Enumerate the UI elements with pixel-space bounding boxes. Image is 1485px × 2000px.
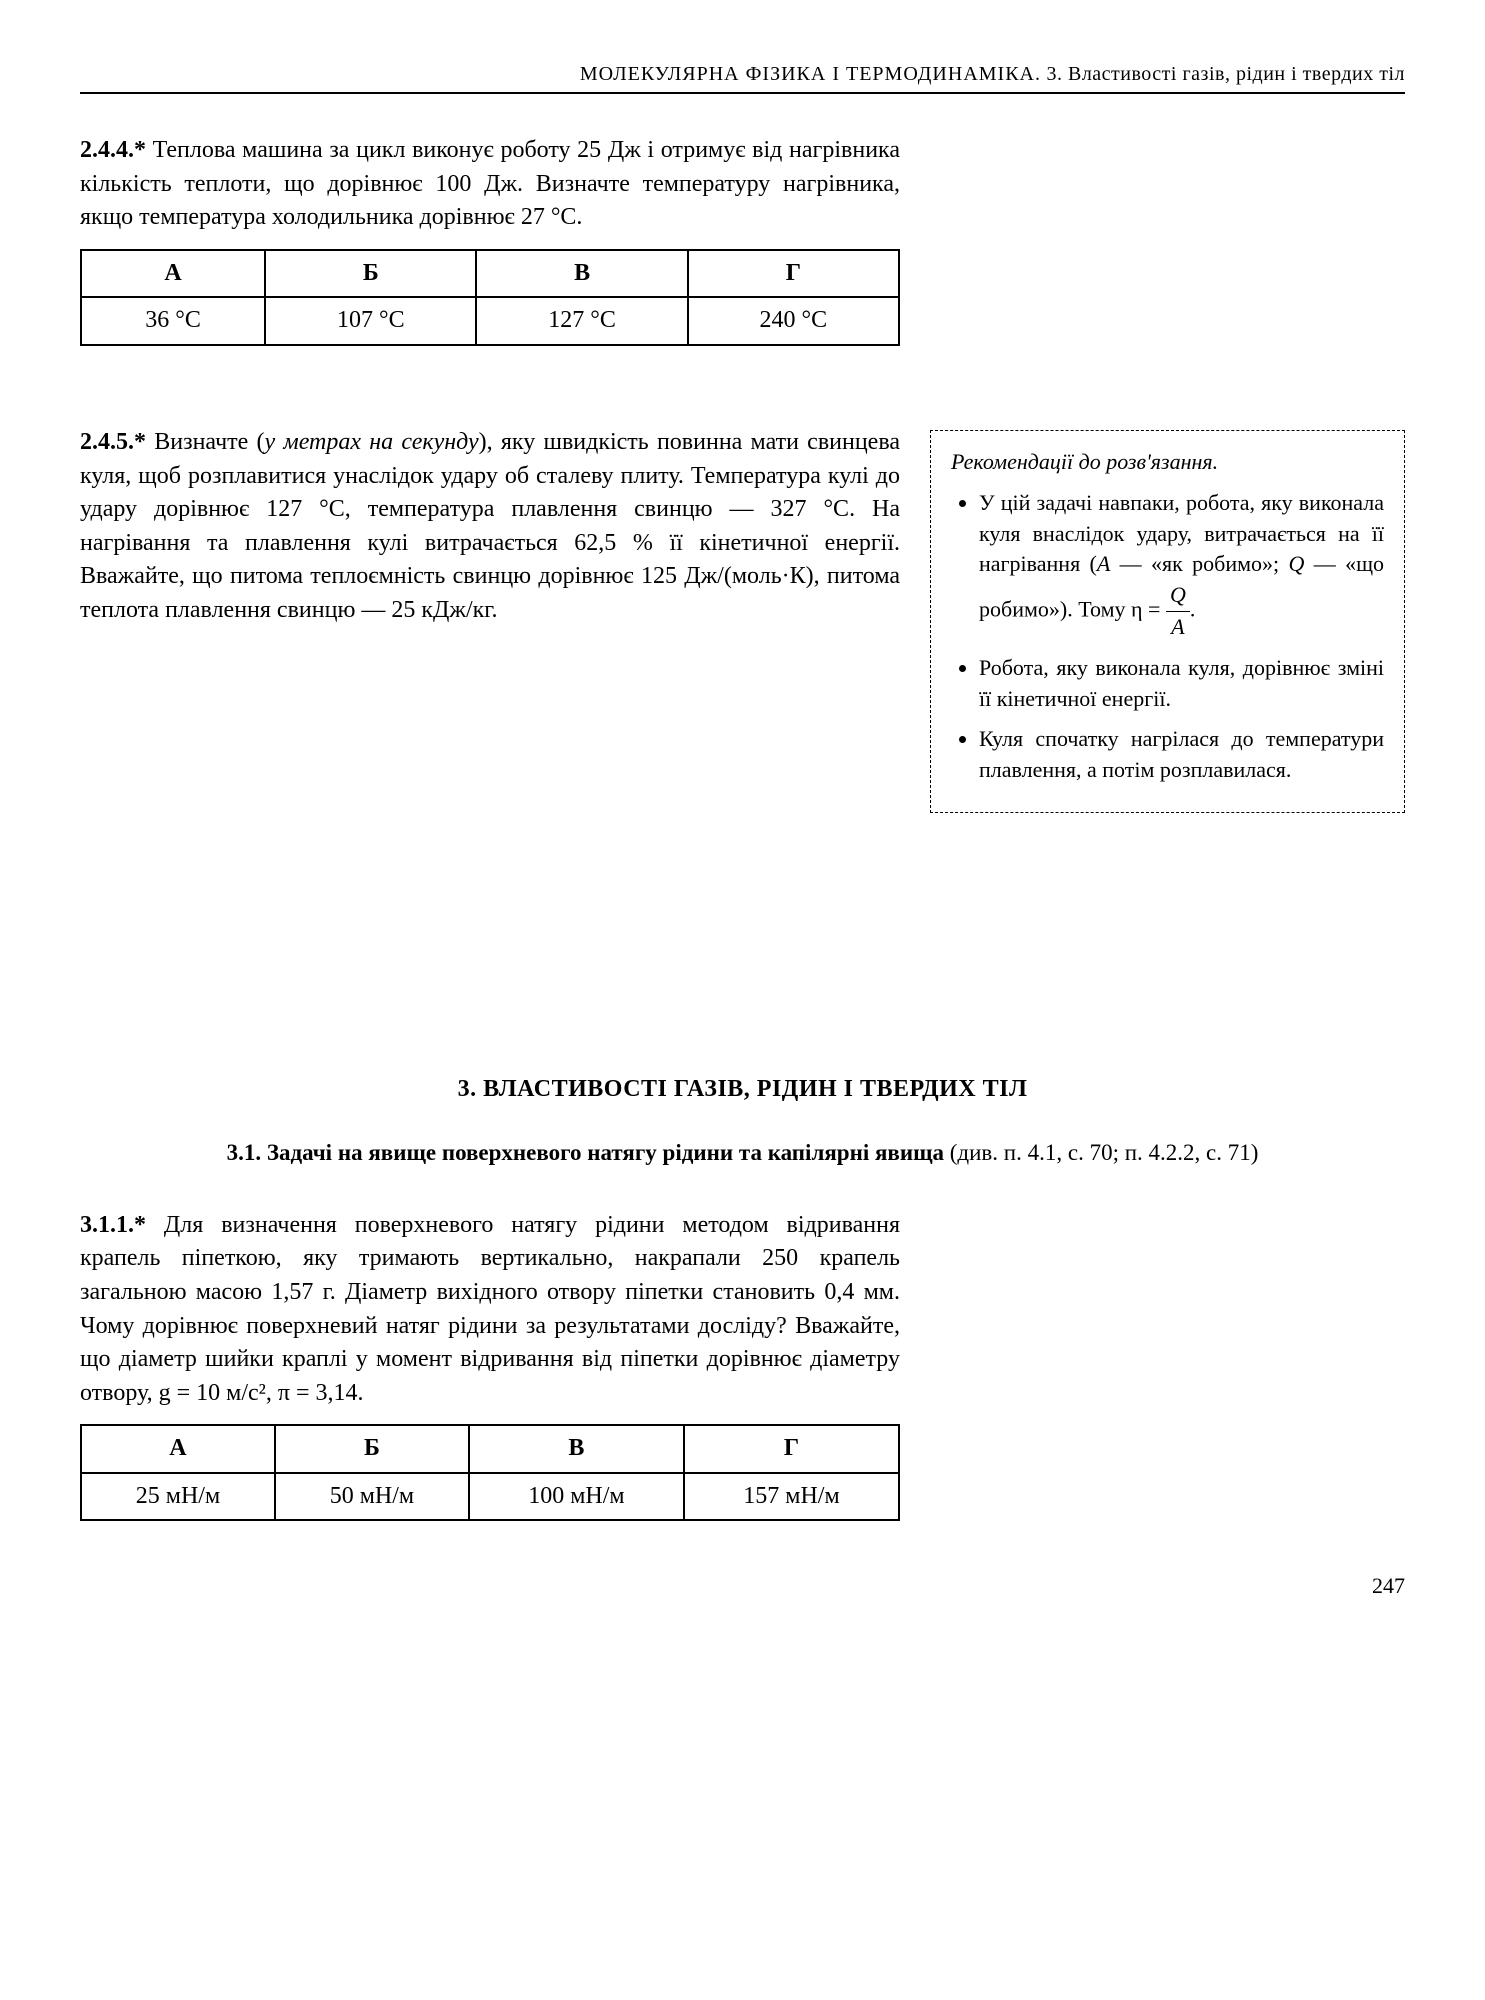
hint-item-2: Робота, яку виконала куля, дорівнює змін…: [979, 653, 1384, 715]
option-value: 50 мН/м: [275, 1473, 469, 1521]
problem-body: Для визначення поверхневого натягу рідин…: [80, 1212, 900, 1406]
option-header: Г: [688, 250, 899, 298]
option-value: 107 °С: [265, 297, 476, 345]
problem-311-text: 3.1.1.* Для визначення поверхневого натя…: [80, 1209, 900, 1411]
option-value: 157 мН/м: [684, 1473, 899, 1521]
option-header: Г: [684, 1425, 899, 1473]
table-header-row: А Б В Г: [81, 1425, 899, 1473]
option-header: А: [81, 250, 265, 298]
header-sub: 3. Властивості газів, рідин і твердих ті…: [1046, 63, 1405, 85]
problem-244: 2.4.4.* Теплова машина за цикл виконує р…: [80, 134, 1405, 346]
problem-emphasis: у метрах на секунду: [265, 429, 479, 455]
problem-number: 2.4.4.*: [80, 137, 146, 163]
page-number: 247: [80, 1571, 1405, 1602]
subsection-31-title: 3.1. Задачі на явище поверхневого натягу…: [80, 1137, 1405, 1169]
option-header: А: [81, 1425, 275, 1473]
fraction: QA: [1166, 580, 1190, 643]
problem-311: 3.1.1.* Для визначення поверхневого натя…: [80, 1209, 1405, 1522]
problem-body: Теплова машина за цикл виконує роботу 25…: [80, 137, 900, 230]
problem-245-left: 2.4.5.* Визначте (у метрах на секунду), …: [80, 426, 900, 628]
option-header: Б: [265, 250, 476, 298]
hint-item-3: Куля спочатку нагрілася до температури п…: [979, 724, 1384, 786]
hint-title: Рекомендації до розв'язання.: [951, 447, 1384, 478]
table-header-row: А Б В Г: [81, 250, 899, 298]
header-main: МОЛЕКУЛЯРНА ФІЗИКА І ТЕРМОДИНАМІКА.: [580, 63, 1041, 85]
hint-item-1: У цій задачі навпаки, робота, яку викона…: [979, 488, 1384, 643]
subsection-bold: 3.1. Задачі на явище поверхневого натягу…: [227, 1140, 944, 1165]
option-header: Б: [275, 1425, 469, 1473]
option-value: 100 мН/м: [469, 1473, 684, 1521]
problem-number: 2.4.5.*: [80, 429, 146, 455]
option-value: 127 °С: [476, 297, 687, 345]
option-value: 25 мН/м: [81, 1473, 275, 1521]
table-value-row: 25 мН/м 50 мН/м 100 мН/м 157 мН/м: [81, 1473, 899, 1521]
hint-list: У цій задачі навпаки, робота, яку викона…: [951, 488, 1384, 786]
problem-number: 3.1.1.*: [80, 1212, 146, 1238]
option-header: В: [476, 250, 687, 298]
problem-245-section: 2.4.5.* Визначте (у метрах на секунду), …: [80, 426, 1405, 813]
problem-245-text: 2.4.5.* Визначте (у метрах на секунду), …: [80, 426, 900, 628]
problem-244-text: 2.4.4.* Теплова машина за цикл виконує р…: [80, 134, 900, 235]
option-value: 36 °С: [81, 297, 265, 345]
option-value: 240 °С: [688, 297, 899, 345]
answer-table-244: А Б В Г 36 °С 107 °С 127 °С 240 °С: [80, 249, 900, 346]
hint-box: Рекомендації до розв'язання. У цій задач…: [930, 430, 1405, 813]
problem-intro: Визначте (: [154, 429, 264, 455]
table-value-row: 36 °С 107 °С 127 °С 240 °С: [81, 297, 899, 345]
chapter-header: МОЛЕКУЛЯРНА ФІЗИКА І ТЕРМОДИНАМІКА. 3. В…: [80, 60, 1405, 94]
answer-table-311: А Б В Г 25 мН/м 50 мН/м 100 мН/м 157 мН/…: [80, 1424, 900, 1521]
problem-body: ), яку швидкість повинна мати свинцева к…: [80, 429, 900, 623]
option-header: В: [469, 1425, 684, 1473]
section-3-title: 3. ВЛАСТИВОСТІ ГАЗІВ, РІДИН І ТВЕРДИХ ТІ…: [80, 1073, 1405, 1107]
subsection-rest: (див. п. 4.1, с. 70; п. 4.2.2, с. 71): [944, 1140, 1258, 1165]
